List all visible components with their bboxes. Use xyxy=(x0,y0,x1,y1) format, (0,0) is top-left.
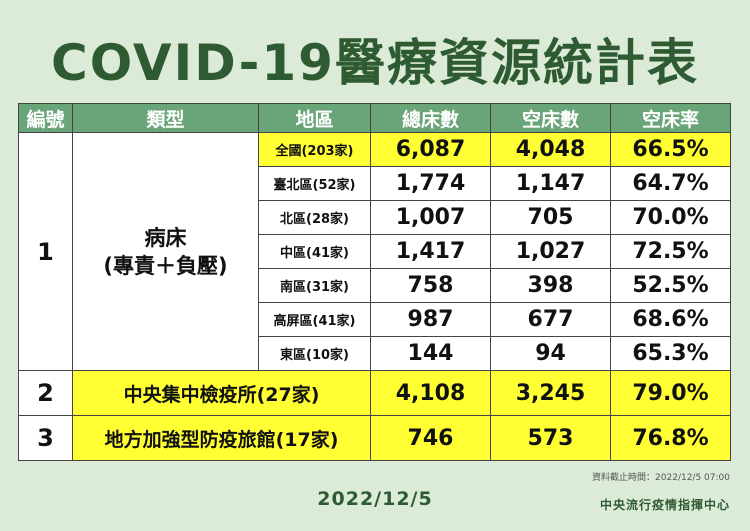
total-beds: 987 xyxy=(370,302,491,337)
region: 南區(31家) xyxy=(258,268,371,303)
column-header: 空床數 xyxy=(490,103,611,133)
empty-rate: 66.5% xyxy=(610,132,731,167)
total-beds: 6,087 xyxy=(370,132,491,167)
timestamp: 資料截止時間：2022/12/5 07:00 xyxy=(592,473,730,483)
facility-row: 3 地方加強型防疫旅館(17家) 746 573 76.8% xyxy=(18,415,731,461)
type-name: 病床 xyxy=(144,225,187,250)
region-row: 高屏區(41家) 987 677 68.6% xyxy=(19,302,731,337)
total-beds: 1,774 xyxy=(370,166,491,201)
empty-beds: 94 xyxy=(490,336,611,371)
region: 全國(203家) xyxy=(258,132,371,167)
empty-beds: 677 xyxy=(490,302,611,337)
bed-table: 編號 類型 地區 總床數 空床數 空床率 1 病床 (專責＋負壓) 全國(203家) 6,087 4… xyxy=(18,103,731,461)
empty-rate: 52.5% xyxy=(610,268,731,303)
total-beds: 1,007 xyxy=(370,200,491,235)
table-body: 1 病床 (專責＋負壓) 全國(203家) 6,087 4,048 66.5% 臺北區(52家… xyxy=(18,132,731,461)
facility-row: 2 中央集中檢疫所(27家) 4,108 3,245 79.0% xyxy=(18,370,731,416)
row-id: 2 xyxy=(18,370,73,416)
empty-beds: 398 xyxy=(490,268,611,303)
row-id: 1 xyxy=(18,132,73,371)
empty-beds: 573 xyxy=(490,415,611,461)
region: 北區(28家) xyxy=(258,200,371,235)
column-header: 地區 xyxy=(258,103,371,133)
empty-beds: 705 xyxy=(490,200,611,235)
empty-rate: 70.0% xyxy=(610,200,731,235)
empty-rate: 72.5% xyxy=(610,234,731,269)
organization: 中央流行疫情指揮中心 xyxy=(599,498,730,512)
empty-rate: 76.8% xyxy=(610,415,731,461)
row-type: 地方加強型防疫旅館(17家) xyxy=(72,415,371,461)
row-id: 3 xyxy=(18,415,73,461)
empty-rate: 64.7% xyxy=(610,166,731,201)
row-type: 病床 (專責＋負壓) xyxy=(72,132,259,371)
total-beds: 758 xyxy=(370,268,491,303)
column-header: 類型 xyxy=(72,103,259,133)
empty-beds: 4,048 xyxy=(490,132,611,167)
title: COVID-19醫療資源統計表 xyxy=(51,34,699,92)
empty-beds: 1,147 xyxy=(490,166,611,201)
empty-rate: 68.6% xyxy=(610,302,731,337)
region: 中區(41家) xyxy=(258,234,371,269)
empty-rate: 79.0% xyxy=(610,370,731,416)
column-header: 空床率 xyxy=(610,103,731,133)
total-beds: 1,417 xyxy=(370,234,491,269)
total-beds: 4,108 xyxy=(370,370,491,416)
type-sub: (專責＋負壓) xyxy=(103,253,228,278)
header-row: 編號 類型 地區 總床數 空床數 空床率 xyxy=(18,103,731,133)
empty-beds: 1,027 xyxy=(490,234,611,269)
total-beds: 144 xyxy=(370,336,491,371)
empty-beds: 3,245 xyxy=(490,370,611,416)
date: 2022/12/5 xyxy=(317,488,433,510)
empty-rate: 65.3% xyxy=(610,336,731,371)
column-header: 編號 xyxy=(18,103,73,133)
region: 高屏區(41家) xyxy=(258,302,371,337)
region-row: 南區(31家) 758 398 52.5% xyxy=(19,268,731,303)
region: 東區(10家) xyxy=(258,336,371,371)
region-row: 臺北區(52家) 1,774 1,147 64.7% xyxy=(19,166,731,201)
region-row: 1 病床 (專責＋負壓) 全國(203家) 6,087 4,048 66.5% xyxy=(18,132,731,371)
region: 臺北區(52家) xyxy=(258,166,371,201)
column-header: 總床數 xyxy=(370,103,491,133)
row-type: 中央集中檢疫所(27家) xyxy=(72,370,371,416)
total-beds: 746 xyxy=(370,415,491,461)
